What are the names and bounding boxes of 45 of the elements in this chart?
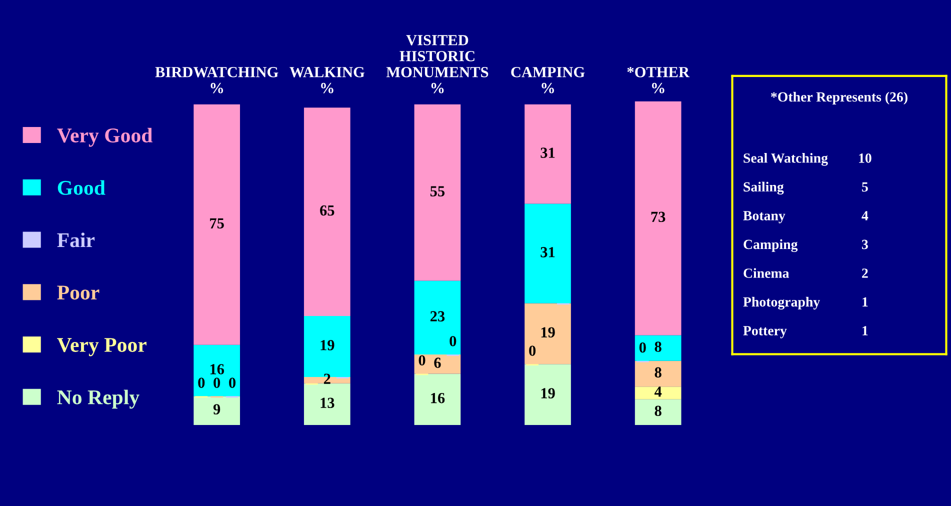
legend-label: Good [58, 180, 106, 195]
data-label: 0 [529, 346, 536, 356]
data-label: 8 [654, 367, 662, 378]
data-label: 0 [418, 355, 426, 366]
x-tick-label: *OTHER % [627, 66, 690, 94]
data-label: 9 [213, 404, 220, 414]
data-label: 13 [320, 398, 334, 408]
data-label: 19 [541, 388, 555, 398]
text: *Other Represents (26) [771, 92, 908, 104]
text: Botany 4 [743, 211, 868, 224]
text: Pottery 1 [743, 326, 868, 338]
data-label: 0 [229, 378, 236, 388]
data-label: 0 [198, 378, 205, 388]
text: Cinema 2 [744, 268, 868, 278]
data-label: 73 [651, 212, 666, 222]
legend-label: Very Poor [57, 338, 146, 356]
data-label: 19 [541, 327, 555, 338]
text: Camping 3 [744, 239, 868, 252]
data-label: 55 [430, 186, 445, 196]
data-label: 4 [654, 386, 662, 397]
data-label: 23 [430, 311, 445, 322]
data-label: 8 [654, 342, 662, 352]
data-label: 8 [654, 406, 662, 416]
text: Photography 1 [743, 296, 868, 310]
legend-label: Very Good [57, 128, 152, 147]
data-label: 65 [320, 205, 334, 216]
data-label: 19 [320, 340, 334, 350]
text: Seal Watching 10 [744, 153, 872, 166]
text: Sailing 5 [744, 182, 868, 194]
legend-label: Fair [57, 232, 95, 248]
data-label: 0 [450, 336, 456, 346]
legend-label: No Reply [57, 390, 140, 409]
x-tick-label: VISITED HISTORIC MONUMENTS % [386, 35, 488, 94]
x-tick-label: CAMPING % [511, 66, 585, 94]
data-label: 16 [431, 392, 445, 404]
data-label: 6 [434, 358, 441, 368]
data-label: 31 [540, 247, 555, 258]
x-tick-label: WALKING % [290, 66, 364, 94]
x-tick-label: BIRDWATCHING % [155, 66, 278, 94]
data-label: 0 [639, 342, 646, 353]
data-label: 16 [210, 364, 224, 374]
legend-label: Poor [57, 286, 100, 300]
data-label: 75 [210, 218, 224, 228]
data-label: 0 [214, 378, 220, 388]
data-label: 31 [540, 148, 555, 158]
